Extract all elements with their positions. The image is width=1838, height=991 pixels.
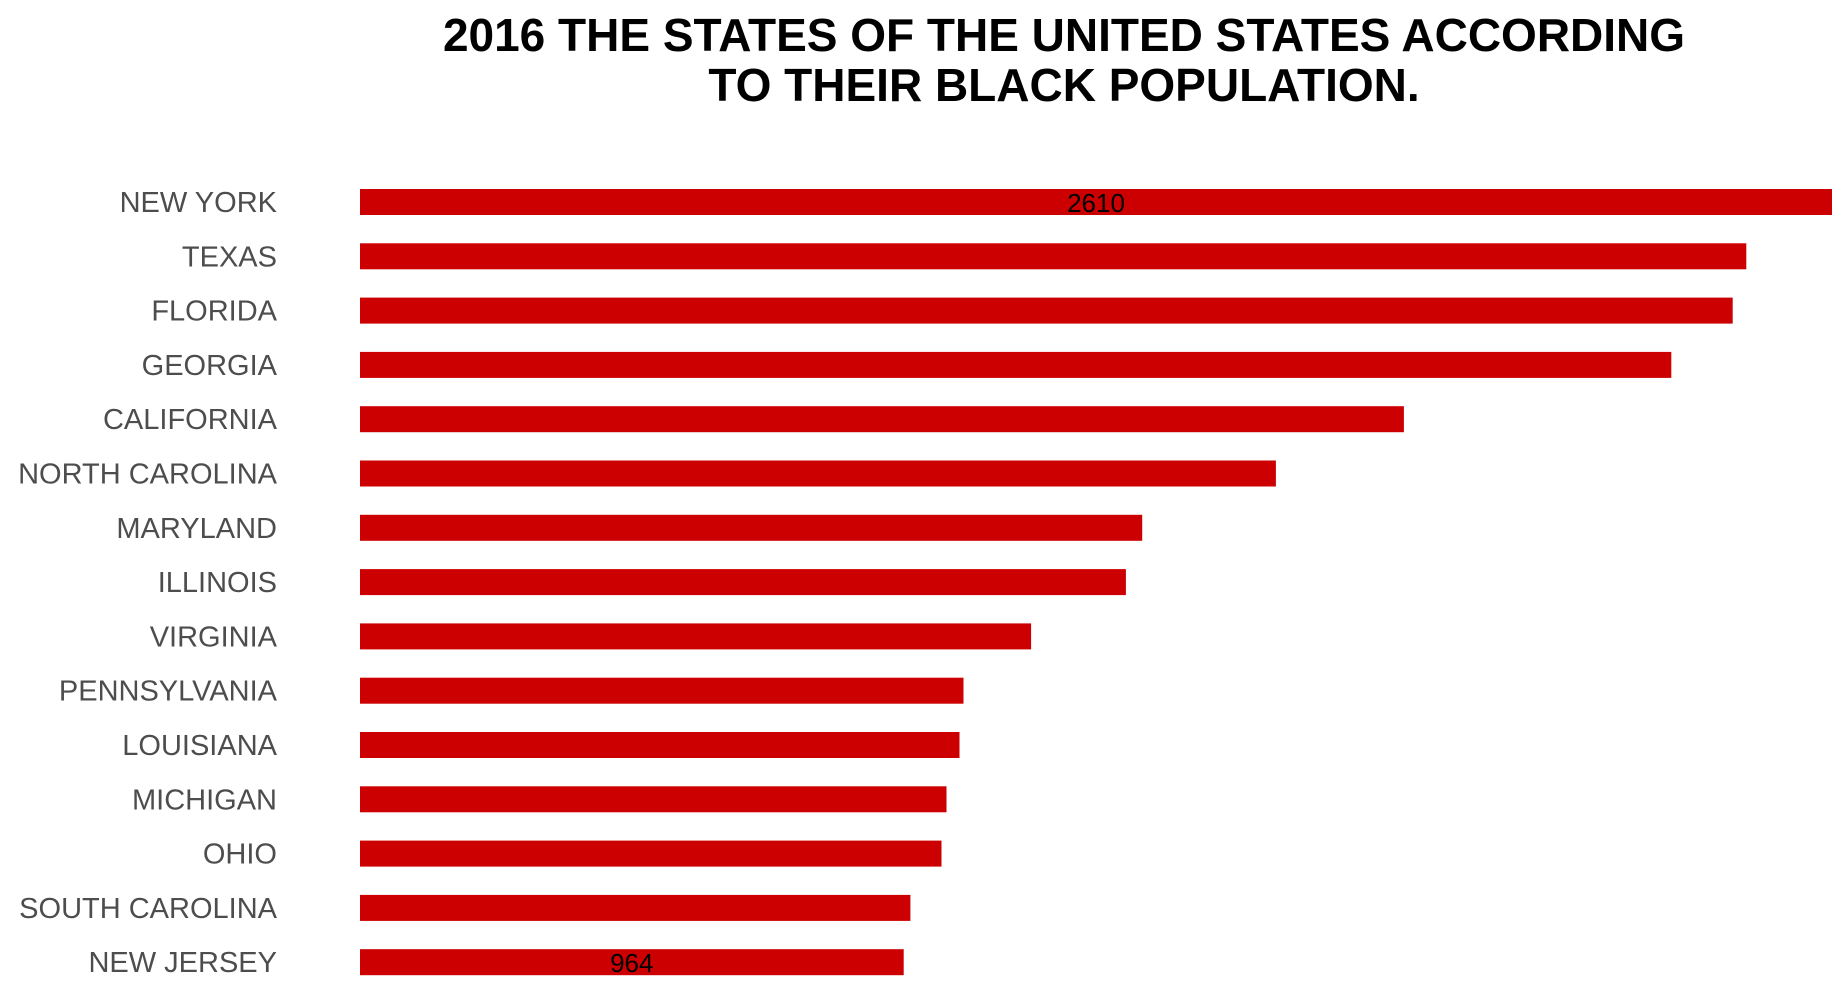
category-label-new-jersey: NEW JERSEY <box>88 947 277 979</box>
bar-virginia <box>360 623 1032 650</box>
bar-pennsylvania <box>360 677 964 704</box>
category-label-ohio: OHIO <box>203 839 277 871</box>
chart-title-line-2: TO THEIR BLACK POPULATION. <box>708 59 1420 111</box>
bar-louisiana <box>360 732 960 758</box>
data-label-new-jersey: 964 <box>610 948 653 978</box>
bar-michigan <box>360 786 947 813</box>
category-label-texas: TEXAS <box>182 241 277 273</box>
category-label-louisiana: LOUISIANA <box>122 730 277 762</box>
bar-new-jersey <box>360 949 904 976</box>
bar-north-carolina <box>360 460 1276 487</box>
category-label-michigan: MICHIGAN <box>132 784 277 816</box>
bar-new-york <box>360 189 1832 215</box>
category-label-florida: FLORIDA <box>151 296 277 328</box>
category-label-pennsylvania: PENNSYLVANIA <box>59 676 278 708</box>
category-label-maryland: MARYLAND <box>116 513 277 545</box>
data-label-new-york: 2610 <box>1067 188 1125 218</box>
category-label-california: CALIFORNIA <box>103 404 278 436</box>
category-label-illinois: ILLINOIS <box>158 567 277 599</box>
bar-georgia <box>360 351 1672 378</box>
bar-florida <box>360 297 1733 324</box>
bar-ohio <box>360 840 942 867</box>
bar-maryland <box>360 514 1143 541</box>
chart-title-line-1: 2016 THE STATES OF THE UNITED STATES ACC… <box>442 9 1686 61</box>
bar-california <box>360 406 1404 433</box>
category-label-virginia: VIRGINIA <box>150 621 278 653</box>
bar-texas <box>360 243 1747 270</box>
category-label-south-carolina: SOUTH CAROLINA <box>19 893 277 925</box>
category-label-north-carolina: NORTH CAROLINA <box>18 459 278 491</box>
bar-illinois <box>360 569 1126 596</box>
bar-south-carolina <box>360 894 911 921</box>
category-label-georgia: GEORGIA <box>142 350 278 382</box>
category-label-new-york: NEW YORK <box>120 187 278 219</box>
